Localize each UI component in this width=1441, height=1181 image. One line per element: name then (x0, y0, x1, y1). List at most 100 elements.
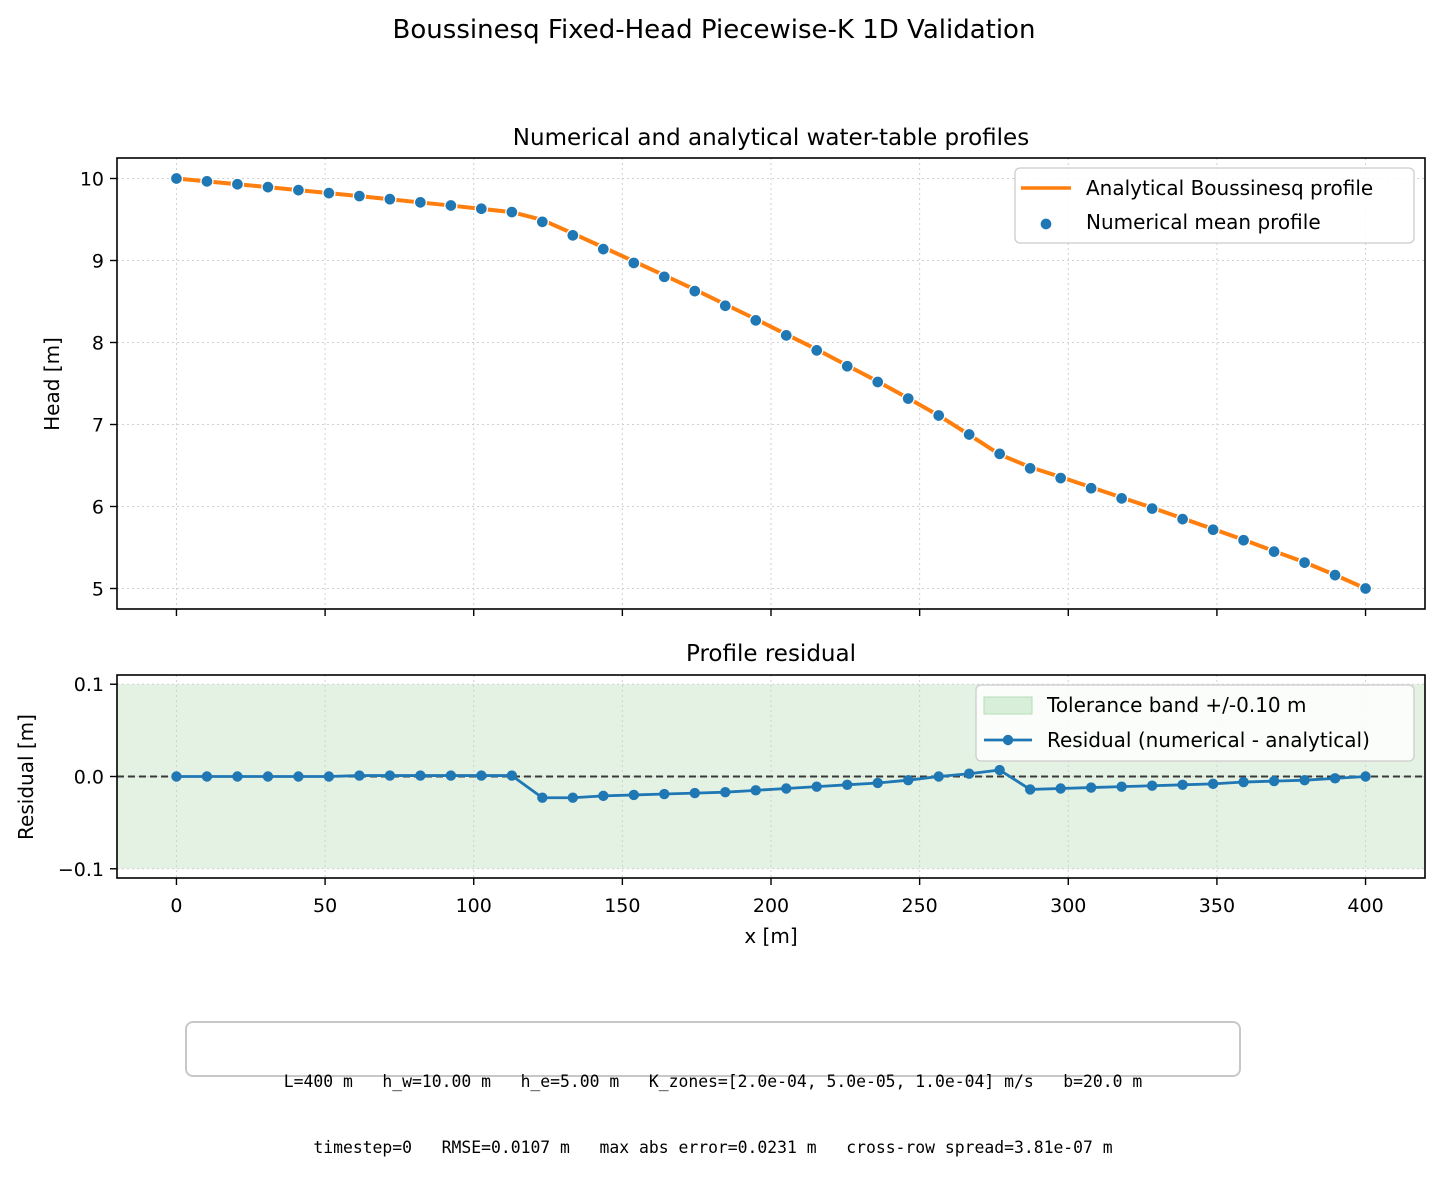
profile-y-tick-label: 9 (92, 251, 104, 273)
residual-x-tick-label: 400 (1347, 895, 1383, 917)
residual-data-point (902, 774, 914, 786)
profile-y-axis-label: Head [m] (40, 337, 64, 431)
residual-data-point (537, 792, 548, 803)
residual-data-point (354, 770, 365, 781)
profile-y-tick-label: 5 (92, 579, 104, 601)
legend-numerical-swatch (1039, 217, 1053, 231)
residual-data-point (1085, 782, 1097, 793)
residual-data-point (384, 770, 396, 781)
profile-data-point (1267, 544, 1281, 559)
profile-data-point (1114, 491, 1129, 506)
legend-tolerance-swatch (983, 696, 1033, 715)
residual-data-point (933, 771, 944, 782)
residual-data-point (1238, 776, 1249, 788)
profile-y-tick-label: 8 (92, 333, 104, 355)
residual-x-tick-label: 250 (902, 895, 938, 917)
residual-data-point (811, 781, 822, 792)
legend-numerical-label: Numerical mean profile (1086, 210, 1321, 234)
residual-data-point (628, 789, 640, 801)
profile-legend: Analytical Boussinesq profile Numerical … (1014, 167, 1415, 244)
legend-tolerance-label: Tolerance band +/-0.10 m (1046, 693, 1307, 717)
residual-series-line-0 (176, 768, 1366, 800)
figure-suptitle: Boussinesq Fixed-Head Piecewise-K 1D Val… (393, 15, 1036, 45)
residual-data-point (1207, 778, 1219, 790)
residual-data-point (750, 785, 761, 796)
residual-data-point (720, 786, 731, 798)
profile-data-point (352, 189, 367, 203)
profile-data-point (779, 328, 793, 343)
profile-data-point (322, 186, 336, 200)
residual-x-tick-label: 0 (170, 895, 182, 917)
residual-data-point (1055, 783, 1066, 794)
profile-panel: Numerical and analytical water-table pro… (40, 125, 1426, 616)
profile-data-point (505, 205, 519, 219)
residual-data-point (171, 771, 182, 782)
profile-data-point (1328, 568, 1342, 582)
legend-residual-label: Residual (numerical - analytical) (1047, 728, 1370, 752)
legend-residual-marker-swatch (1002, 734, 1014, 746)
residual-data-point (1360, 771, 1371, 782)
parameters-line-2: timestep=0 RMSE=0.0107 m max abs error=0… (313, 1138, 1113, 1157)
profile-data-point (596, 242, 610, 256)
residual-panel: Profile residual 0 50 100 150 200 250 300 350 40… (14, 641, 1426, 948)
profile-data-point (230, 177, 245, 191)
profile-data-point (1023, 461, 1037, 475)
residual-data-point (1024, 784, 1036, 795)
profile-data-point (383, 192, 397, 206)
residual-data-point (1329, 773, 1341, 784)
profile-data-point (1054, 471, 1068, 485)
residual-y-tick-label: −0.1 (58, 859, 104, 881)
residual-data-point (201, 771, 213, 782)
residual-data-point (872, 777, 883, 789)
residual-data-point (476, 770, 487, 781)
residual-y-axis-label: Residual [m] (14, 714, 38, 840)
profile-data-point (291, 183, 306, 197)
profile-data-point (901, 391, 915, 406)
profile-data-point (657, 270, 671, 284)
profile-data-point (718, 299, 732, 313)
profile-data-point (627, 256, 641, 270)
residual-data-point (1146, 780, 1158, 791)
residual-data-point (659, 788, 670, 800)
residual-x-tick-label: 50 (313, 895, 337, 917)
profile-data-point (535, 215, 549, 229)
profile-data-point (1175, 512, 1190, 526)
residual-y-tick-label: 0.0 (74, 767, 104, 789)
residual-data-point (994, 764, 1005, 776)
profile-data-point (169, 171, 184, 186)
parameters-line-1: L=400 m h_w=10.00 m h_e=5.00 m K_zones=[… (283, 1072, 1143, 1091)
residual-data-point (232, 771, 243, 782)
profile-series-line-0 (176, 176, 1367, 591)
profile-data-point (932, 408, 946, 423)
profile-data-point (871, 375, 885, 389)
profile-data-point (688, 284, 702, 298)
profile-data-point (1297, 555, 1312, 570)
profile-data-point (840, 359, 854, 373)
profile-data-point (413, 195, 428, 210)
profile-data-point (566, 228, 580, 242)
residual-legend-box (975, 684, 1415, 762)
residual-x-tick-label: 100 (456, 895, 492, 917)
residual-x-tick-label: 150 (604, 895, 640, 917)
profile-data-point (1206, 523, 1220, 537)
residual-data-point (1299, 774, 1310, 786)
profile-data-point (749, 313, 763, 328)
residual-y-tick-label: 0.1 (74, 674, 104, 696)
residual-data-point (293, 771, 304, 782)
profile-data-point (993, 447, 1007, 461)
residual-x-tick-label: 350 (1199, 895, 1235, 917)
profile-data-point (962, 427, 976, 442)
profile-legend-box (1014, 167, 1415, 244)
profile-data-point (1358, 581, 1373, 596)
profile-y-tick-label: 7 (92, 415, 104, 437)
residual-data-point (842, 779, 853, 790)
residual-x-tick-label: 200 (753, 895, 789, 917)
residual-x-tick-label: 300 (1050, 895, 1086, 917)
profile-data-point (474, 202, 488, 216)
residual-data-point (323, 771, 335, 782)
residual-data-point (1116, 781, 1127, 792)
residual-data-point (415, 770, 426, 781)
residual-data-point (1268, 775, 1280, 787)
profile-panel-title: Numerical and analytical water-table pro… (513, 125, 1029, 151)
residual-data-point (781, 783, 792, 794)
